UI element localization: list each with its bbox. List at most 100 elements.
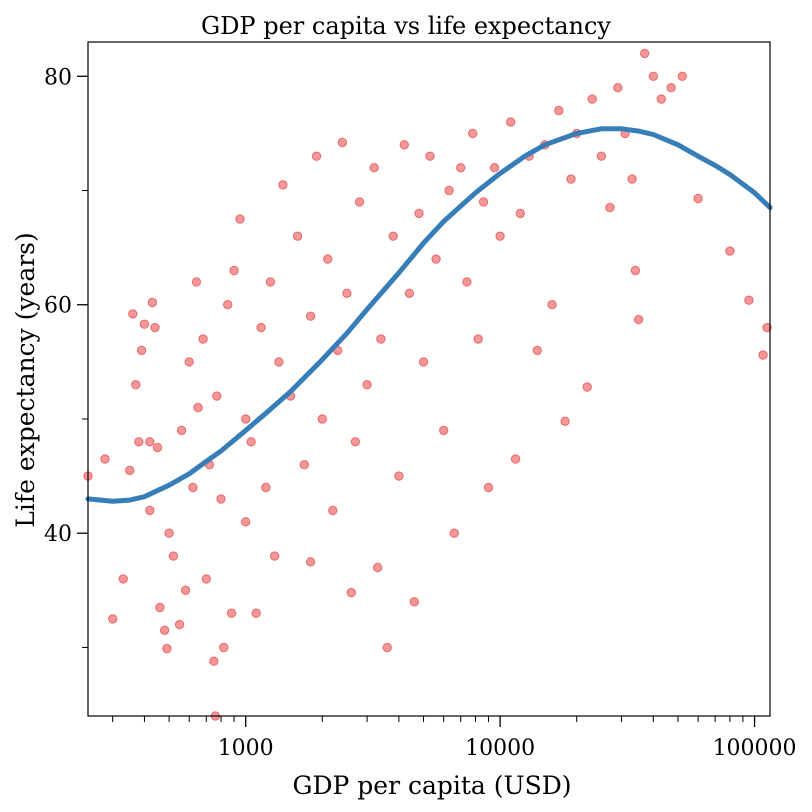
data-point [473,334,483,344]
data-point [456,163,466,173]
data-point [299,460,309,470]
data-point [128,309,138,319]
data-point [566,174,576,184]
x-tick-label: 100000 [713,736,797,761]
data-point [656,94,666,104]
data-point [506,117,516,127]
data-point [587,94,597,104]
data-point [150,322,160,333]
data-point [226,608,237,618]
data-point [744,295,754,305]
data-point [388,231,398,241]
data-point [495,231,505,241]
data-point [159,625,170,635]
data-point [560,416,570,426]
data-point [180,585,191,595]
data-point [468,128,478,139]
data-point [292,231,303,241]
data-point [515,208,525,219]
data-point [164,528,174,538]
data-point [184,357,194,367]
data-point [125,465,135,476]
data-point [145,505,155,516]
data-point [131,380,141,390]
data-point [762,322,772,333]
chart-title: GDP per capita vs life expectancy [201,12,611,40]
data-point [677,71,687,82]
data-point [666,83,676,93]
data-point [449,528,459,538]
data-point [229,265,239,276]
data-point [241,414,251,424]
data-point [648,71,658,82]
data-point [147,297,158,308]
data-point [369,163,379,173]
data-point [251,608,261,618]
data-point [311,151,322,161]
data-point [152,442,163,453]
y-tick-label: 60 [44,294,72,319]
data-point [216,494,226,504]
data-point [532,345,542,356]
plot-frame [87,41,771,717]
data-point [425,151,435,161]
data-point [191,277,202,287]
data-point [174,619,185,630]
data-point [478,197,489,207]
data-point [350,437,361,447]
data-point [108,614,118,624]
trend-line [85,126,773,504]
data-point [328,505,338,516]
data-point [265,277,276,287]
data-point [758,350,768,360]
data-point [640,48,650,59]
data-point [198,334,208,344]
data-point [418,357,429,367]
data-point [342,288,352,298]
data-point [337,137,348,148]
data-point [489,163,500,173]
data-point [223,300,233,310]
data-point [605,202,615,213]
data-point [725,246,735,256]
data-point [554,105,564,116]
data-point [168,551,179,561]
data-point [510,454,521,464]
data-point [246,437,256,447]
data-point [630,265,641,276]
data-point [241,517,251,527]
data-point [362,380,372,390]
x-tick-label: 1000 [218,736,274,761]
y-tick-label: 40 [44,522,72,547]
data-point [582,382,592,392]
data-point [209,656,219,666]
axes: 1000 10000 100000 40 60 80 [44,65,797,761]
data-point [444,185,454,196]
data-point [136,345,147,356]
data-point [256,322,266,333]
data-point [305,557,316,567]
data-point [235,214,245,224]
data-point [134,437,144,447]
data-point [193,402,203,413]
data-point [274,357,284,367]
data-point [633,314,644,325]
data-point [162,643,172,654]
data-point [431,254,441,264]
data-point [346,587,356,598]
data-point [139,319,150,329]
data-point [354,197,365,207]
data-point [118,574,128,584]
y-axis-label: Life expectancy (years) [11,232,40,528]
data-point [613,83,623,93]
data-point [462,277,472,287]
data-point [145,437,155,447]
data-point [176,425,187,436]
data-point [483,482,494,493]
data-point [100,454,110,464]
data-point [188,482,198,493]
data-point [317,414,327,424]
data-point [414,208,424,219]
data-point [372,562,383,573]
